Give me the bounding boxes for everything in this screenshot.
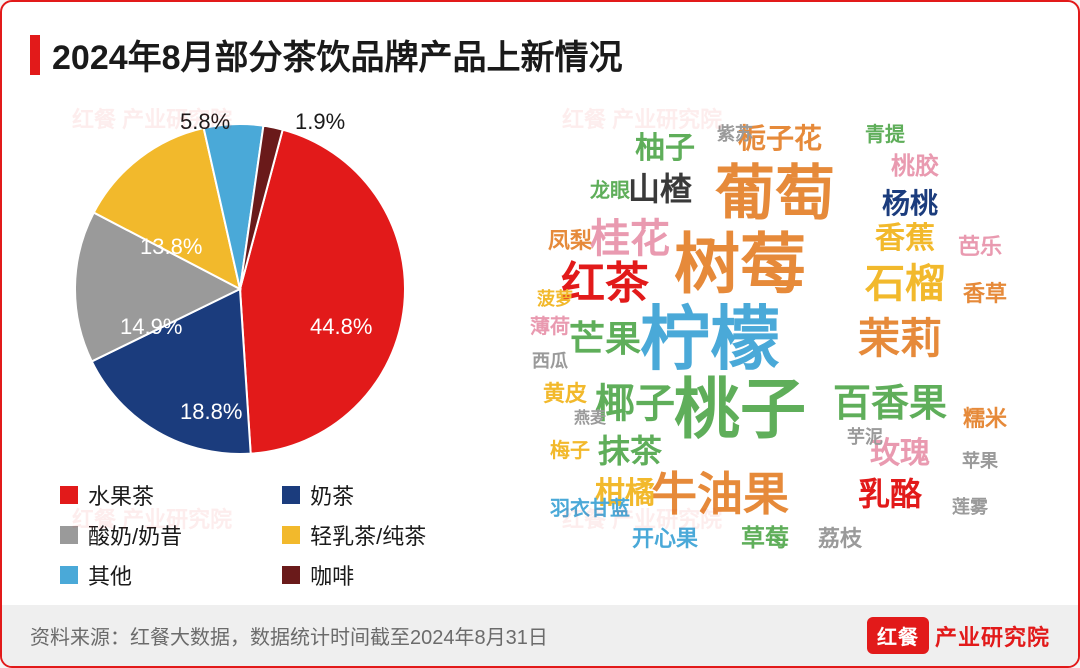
source-text: 资料来源：红餐大数据，数据统计时间截至2024年8月31日 — [30, 621, 548, 650]
footer-bar: 资料来源：红餐大数据，数据统计时间截至2024年8月31日 红餐 产业研究院 — [2, 605, 1078, 666]
wordcloud-panel: 柠檬树莓桃子葡萄牛油果红茶桂花茉莉百香果石榴椰子芒果山楂柚子栀子花杨桃桃胶香蕉芭… — [510, 89, 1050, 589]
wordcloud-word: 石榴 — [865, 264, 945, 304]
wordcloud-word: 抹茶 — [598, 435, 662, 467]
legend-label: 酸奶/奶昔 — [88, 519, 182, 551]
content-area: 44.8% 18.8% 14.9% 13.8% 5.8% 1.9% 水果茶 奶茶酸奶/奶昔 轻… — [30, 89, 1050, 589]
wordcloud-word: 草莓 — [741, 527, 789, 551]
pie-slice-label: 1.9% — [295, 109, 345, 135]
pie-legend: 水果茶 奶茶酸奶/奶昔 轻乳茶/纯茶其他 咖啡 — [60, 479, 426, 591]
legend-item: 轻乳茶/纯茶 — [282, 519, 426, 551]
title-accent-bar — [30, 35, 40, 75]
wordcloud-word: 茉莉 — [858, 318, 942, 360]
legend-swatch — [60, 566, 78, 584]
wordcloud-word: 青提 — [865, 125, 905, 145]
wordcloud-word: 牛油果 — [651, 471, 789, 517]
title-row: 2024年8月部分茶饮品牌产品上新情况 — [30, 30, 1050, 79]
wordcloud-word: 薄荷 — [530, 317, 570, 337]
wordcloud-word: 紫苏 — [717, 125, 753, 143]
legend-label: 轻乳茶/纯茶 — [310, 519, 426, 551]
wordcloud-word: 乳酪 — [858, 478, 922, 510]
pie-slice-label: 14.9% — [120, 314, 182, 340]
wordcloud-word: 树莓 — [674, 231, 806, 297]
legend-swatch — [60, 486, 78, 504]
wordcloud-word: 糯米 — [963, 408, 1007, 430]
wordcloud-word: 红茶 — [561, 262, 649, 306]
pie-slice-label: 44.8% — [310, 314, 372, 340]
legend-item: 酸奶/奶昔 — [60, 519, 182, 551]
pie-panel: 44.8% 18.8% 14.9% 13.8% 5.8% 1.9% 水果茶 奶茶酸奶/奶昔 轻… — [30, 89, 510, 589]
wordcloud-word: 莲雾 — [952, 498, 988, 516]
chart-card: 2024年8月部分茶饮品牌产品上新情况 44.8% 18.8% 14.9% 13.8%… — [0, 0, 1080, 668]
wordcloud-word: 芋泥 — [847, 428, 883, 446]
legend-item: 其他 — [60, 559, 182, 591]
pie-slice-label: 18.8% — [180, 399, 242, 425]
pie-slice-label: 13.8% — [140, 234, 202, 260]
wordcloud-word: 香蕉 — [875, 224, 935, 254]
legend-item: 水果茶 — [60, 479, 182, 511]
legend-swatch — [282, 526, 300, 544]
legend-label: 咖啡 — [310, 559, 354, 591]
legend-item: 咖啡 — [282, 559, 426, 591]
wordcloud-word: 梅子 — [550, 441, 590, 461]
legend-swatch — [60, 526, 78, 544]
pie-chart: 44.8%18.8%14.9%13.8%5.8%1.9% — [70, 119, 410, 459]
wordcloud-word: 西瓜 — [532, 352, 568, 370]
wordcloud-word: 山楂 — [628, 173, 692, 205]
wordcloud-word: 柚子 — [635, 134, 695, 164]
legend-swatch — [282, 566, 300, 584]
legend-label: 水果茶 — [88, 479, 154, 511]
wordcloud-word: 苹果 — [962, 452, 998, 470]
legend-label: 奶茶 — [310, 479, 354, 511]
wordcloud-word: 燕麦 — [574, 411, 606, 427]
brand-logo: 红餐 — [867, 617, 929, 654]
wordcloud-word: 葡萄 — [715, 164, 835, 224]
wordcloud-word: 黄皮 — [543, 383, 587, 405]
wordcloud-word: 百香果 — [833, 385, 947, 423]
wordcloud-word: 香草 — [963, 283, 1007, 305]
legend-item: 奶茶 — [282, 479, 426, 511]
wordcloud-word: 开心果 — [632, 528, 698, 550]
page-title: 2024年8月部分茶饮品牌产品上新情况 — [52, 30, 623, 79]
wordcloud-word: 羽衣甘蓝 — [550, 499, 630, 519]
wordcloud-word: 桃子 — [674, 376, 806, 442]
wordcloud-word: 桂花 — [590, 219, 670, 259]
pie-slice-label: 5.8% — [180, 109, 230, 135]
wordcloud-word: 杨桃 — [882, 190, 938, 218]
wordcloud-word: 凤梨 — [548, 230, 592, 252]
legend-label: 其他 — [88, 559, 132, 591]
wordcloud-word: 芭乐 — [958, 236, 1002, 258]
wordcloud-word: 龙眼 — [590, 181, 630, 201]
wordcloud-word: 椰子 — [595, 384, 675, 424]
legend-swatch — [282, 486, 300, 504]
wordcloud-word: 柠檬 — [640, 304, 780, 374]
wordcloud-word: 荔枝 — [818, 528, 862, 550]
brand-suffix: 产业研究院 — [935, 620, 1050, 652]
wordcloud-word: 芒果 — [569, 321, 641, 357]
wordcloud-word: 菠萝 — [537, 290, 573, 308]
wordcloud-word: 桃胶 — [891, 155, 939, 179]
brand-badge: 红餐 产业研究院 — [867, 617, 1050, 654]
